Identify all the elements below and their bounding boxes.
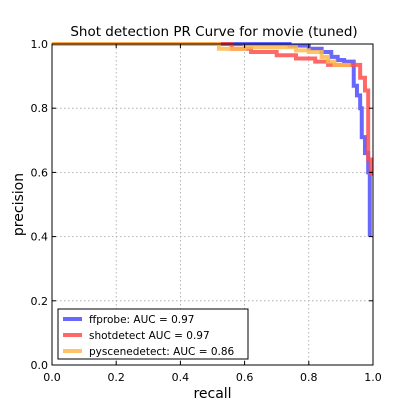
y-axis-label: precision (11, 173, 27, 236)
y-tick-label: 0.2 (31, 295, 49, 308)
legend-label-shotdetect: shotdetect AUC = 0.97 (89, 330, 210, 342)
y-tick-label: 0.8 (31, 102, 49, 115)
x-axis-label: recall (193, 386, 231, 402)
plot-frame (51, 43, 374, 366)
y-tick-label: 0.0 (31, 359, 49, 372)
legend: ffprobe: AUC = 0.97 shotdetect AUC = 0.97… (57, 308, 249, 360)
axis-ticks: 0.0 0.2 0.4 0.6 0.8 1.0 0.0 0.2 0.4 0.6 0.8 1.0 (31, 38, 382, 384)
y-tick-label: 1.0 (31, 38, 49, 51)
series-line-shotdetect (52, 42, 373, 176)
x-tick-label: 0.2 (107, 371, 125, 384)
data-series (52, 42, 373, 237)
x-tick-label: 1.0 (364, 371, 382, 384)
legend-label-pyscenedetect: pyscenedetect: AUC = 0.86 (89, 346, 235, 358)
x-tick-label: 0.8 (300, 371, 318, 384)
y-tick-label: 0.6 (31, 166, 49, 179)
x-tick-label: 0.4 (172, 371, 190, 384)
legend-box (57, 308, 249, 360)
chart-title: Shot detection PR Curve for movie (tuned… (70, 24, 357, 40)
x-tick-label: 0.0 (43, 371, 61, 384)
legend-label-ffprobe: ffprobe: AUC = 0.97 (89, 314, 194, 326)
y-tick-label: 0.4 (31, 231, 49, 244)
series-line-ffprobe (52, 42, 372, 237)
series-line-pyscenedetect (52, 42, 351, 67)
x-tick-label: 0.6 (236, 371, 254, 384)
